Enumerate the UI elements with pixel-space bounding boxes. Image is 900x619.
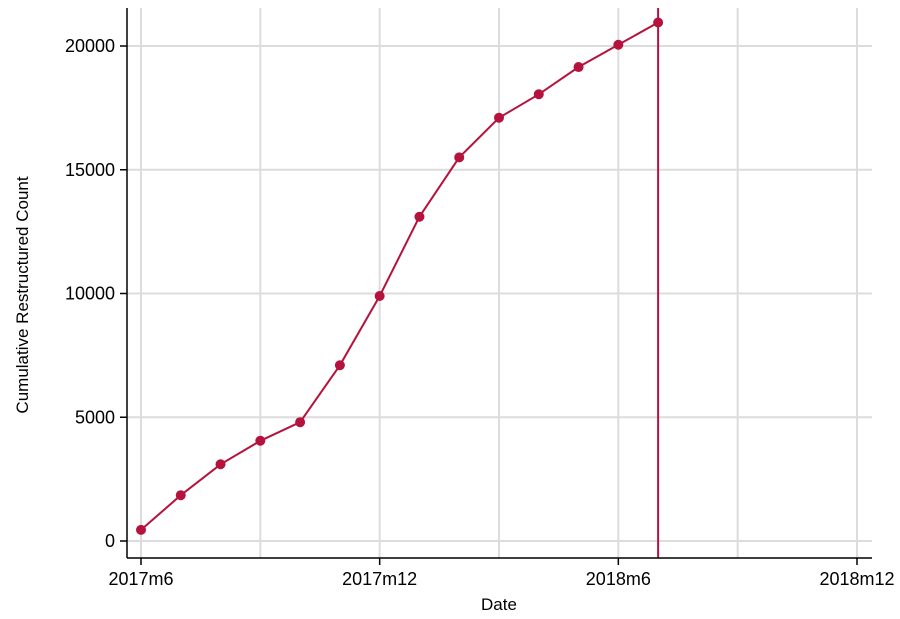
data-point [215,459,226,470]
data-point [374,290,385,301]
data-point [175,490,186,501]
data-point [334,360,345,371]
x-axis-label: Date [481,595,517,614]
y-tick-label: 5000 [75,407,115,427]
x-tick-label: 2018m12 [819,569,894,589]
y-tick-label: 0 [105,531,115,551]
data-point [136,524,146,535]
series-group [136,17,664,535]
data-point [414,211,425,222]
y-tick-label: 10000 [65,284,115,304]
series-line [140,21,659,531]
x-tick-label: 2017m6 [108,569,173,589]
y-tick-label: 15000 [65,160,115,180]
data-point [653,17,664,28]
data-point [533,89,544,100]
y-tick-label: 20000 [65,36,115,56]
data-point [613,39,624,50]
axes [120,8,872,565]
grid [127,8,872,558]
data-point [255,435,266,446]
y-axis-label: Cumulative Restructured Count [13,176,32,413]
data-point [494,112,504,123]
data-point [295,417,306,428]
tick-labels: 0 5000 10000 15000 20000 2017m6 2017m12 2018m6 2… [65,36,895,589]
x-tick-label: 2017m12 [342,569,417,589]
data-point [573,62,584,73]
data-point [454,152,465,163]
x-tick-label: 2018m6 [586,569,651,589]
